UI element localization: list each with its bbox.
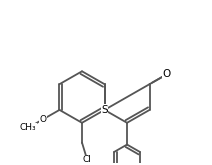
Text: O: O bbox=[163, 69, 171, 79]
Text: O: O bbox=[39, 115, 46, 124]
Text: CH₃: CH₃ bbox=[20, 123, 37, 132]
Text: S: S bbox=[101, 105, 108, 115]
Text: Cl: Cl bbox=[83, 155, 92, 164]
